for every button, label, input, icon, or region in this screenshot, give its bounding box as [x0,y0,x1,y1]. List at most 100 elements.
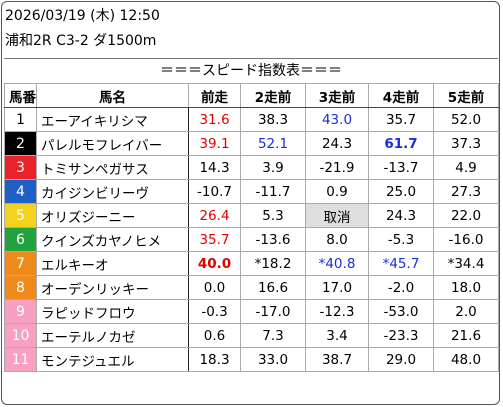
speed-index-cell: 48.0 [433,347,499,372]
speed-index-cell: 24.3 [305,131,369,156]
horse-number: 7 [4,251,37,276]
speed-index-cell: 0.9 [305,179,369,204]
horse-name: ラピッドフロウ [36,299,189,324]
table-row: 1 エーアイキリシマ 31.6 38.3 43.0 35.7 52.0 [4,107,499,132]
speed-index-cell: -21.9 [305,155,369,180]
speed-index-table: 馬番 馬名 前走 2走前 3走前 4走前 5走前 1 エーアイキリシマ 31.6 38… [4,83,499,372]
speed-index-cell: 14.3 [188,155,241,180]
col-header-4back: 4走前 [368,83,434,108]
speed-index-cell: 39.1 [188,131,241,156]
table-caption: ＝＝＝スピード指数表＝＝＝ [4,58,498,83]
speed-index-cell: 25.0 [368,179,434,204]
speed-index-cell: -23.3 [368,323,434,348]
speed-index-cell: 18.3 [188,347,241,372]
table-row: 7 エルキーオ 40.0 *18.2 *40.8 *45.7 *34.4 [4,251,499,276]
speed-index-cell: -2.0 [368,275,434,300]
speed-index-cell: 2.0 [433,299,499,324]
horse-number: 9 [4,299,37,324]
horse-number: 1 [4,107,37,132]
speed-index-cell: 21.6 [433,323,499,348]
speed-index-cell: 29.0 [368,347,434,372]
table-row: 2 パレルモフレイバー 39.1 52.1 24.3 61.7 37.3 [4,131,499,156]
col-header-last: 前走 [188,83,241,108]
horse-name: トミサンペガサス [36,155,189,180]
col-header-number: 馬番 [4,83,37,108]
horse-name: オリズジーニー [36,203,189,228]
speed-index-cell: 3.9 [240,155,306,180]
speed-index-cell: 31.6 [188,107,241,132]
speed-index-cell: 33.0 [240,347,306,372]
col-header-5back: 5走前 [433,83,499,108]
speed-index-cell: 16.6 [240,275,306,300]
race-info: 浦和2R C3-2 ダ1500m [5,33,157,49]
speed-index-cell: -16.0 [433,227,499,252]
horse-number: 8 [4,275,37,300]
horse-name: エーアイキリシマ [36,107,189,132]
speed-index-cell: 52.0 [433,107,499,132]
speed-index-cell: *18.2 [240,251,306,276]
table-row: 4 カイジンビリーヴ -10.7 -11.7 0.9 25.0 27.3 [4,179,499,204]
horse-name: カイジンビリーヴ [36,179,189,204]
horse-number: 3 [4,155,37,180]
speed-index-cell: 18.0 [433,275,499,300]
horse-name: オーデンリッキー [36,275,189,300]
speed-index-cell: 35.7 [368,107,434,132]
speed-index-cell: -13.7 [368,155,434,180]
race-datetime: 2026/03/19 (木) 12:50 [5,8,160,24]
speed-index-cell: -13.6 [240,227,306,252]
table-row: 9 ラピッドフロウ -0.3 -17.0 -12.3 -53.0 2.0 [4,299,499,324]
table-row: 11 モンテジュエル 18.3 33.0 38.7 29.0 48.0 [4,347,499,372]
speed-index-cell: 22.0 [433,203,499,228]
speed-index-cell: 26.4 [188,203,241,228]
horse-number: 2 [4,131,37,156]
speed-index-cell: 5.3 [240,203,306,228]
speed-index-cell: -0.3 [188,299,241,324]
col-header-2back: 2走前 [240,83,306,108]
table-row: 3 トミサンペガサス 14.3 3.9 -21.9 -13.7 4.9 [4,155,499,180]
speed-index-cell: 43.0 [305,107,369,132]
speed-index-cell: 52.1 [240,131,306,156]
header-row: 馬番 馬名 前走 2走前 3走前 4走前 5走前 [4,83,499,108]
horse-name: クインズカヤノヒメ [36,227,189,252]
table-row: 8 オーデンリッキー 0.0 16.6 17.0 -2.0 18.0 [4,275,499,300]
speed-index-cell: 3.4 [305,323,369,348]
speed-index-cell: 35.7 [188,227,241,252]
speed-index-cell: 38.7 [305,347,369,372]
speed-index-cell: 17.0 [305,275,369,300]
table-row: 6 クインズカヤノヒメ 35.7 -13.6 8.0 -5.3 -16.0 [4,227,499,252]
speed-index-cell: 4.9 [433,155,499,180]
horse-number: 6 [4,227,37,252]
speed-index-cell: -11.7 [240,179,306,204]
horse-name: エルキーオ [36,251,189,276]
speed-index-cell: 27.3 [433,179,499,204]
speed-index-cell: 0.6 [188,323,241,348]
col-header-horse: 馬名 [36,83,189,108]
speed-index-cell: 24.3 [368,203,434,228]
speed-index-cell: -10.7 [188,179,241,204]
table-row: 10 エーテルノカゼ 0.6 7.3 3.4 -23.3 21.6 [4,323,499,348]
speed-index-cell: -53.0 [368,299,434,324]
speed-index-cell: 61.7 [368,131,434,156]
speed-index-cell: 取消 [305,203,369,228]
table-row: 5 オリズジーニー 26.4 5.3 取消 24.3 22.0 [4,203,499,228]
speed-index-cell: -12.3 [305,299,369,324]
horse-name: モンテジュエル [36,347,189,372]
horse-number: 10 [4,323,37,348]
speed-index-cell: 37.3 [433,131,499,156]
speed-index-cell: 8.0 [305,227,369,252]
speed-index-cell: -5.3 [368,227,434,252]
horse-number: 5 [4,203,37,228]
speed-index-cell: 0.0 [188,275,241,300]
horse-name: エーテルノカゼ [36,323,189,348]
horse-number: 4 [4,179,37,204]
horse-number: 11 [4,347,37,372]
speed-index-cell: 38.3 [240,107,306,132]
horse-name: パレルモフレイバー [36,131,189,156]
speed-index-cell: 40.0 [188,251,241,276]
col-header-3back: 3走前 [305,83,369,108]
speed-index-cell: -17.0 [240,299,306,324]
speed-index-cell: *34.4 [433,251,499,276]
speed-index-cell: 7.3 [240,323,306,348]
speed-index-cell: *45.7 [368,251,434,276]
